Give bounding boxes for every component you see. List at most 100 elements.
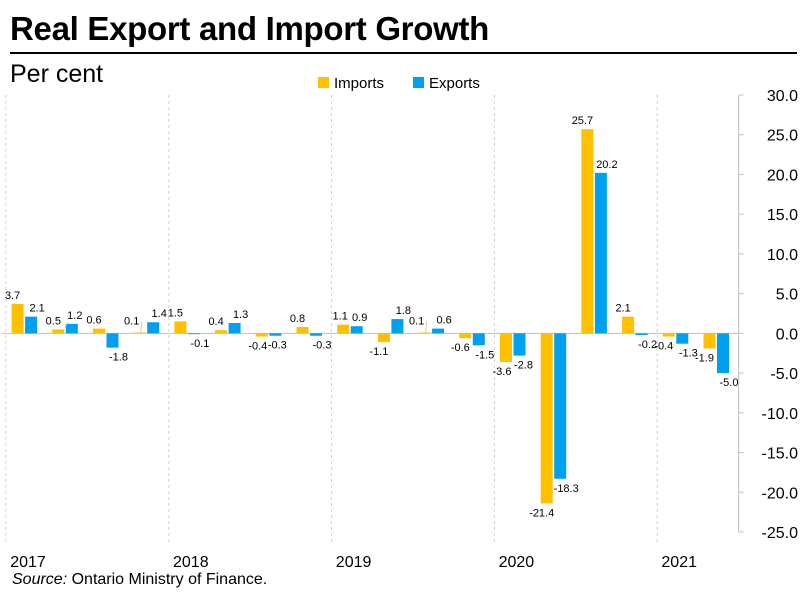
leader-line <box>140 321 143 333</box>
exports-data-label: -18.3 <box>554 483 579 495</box>
y-tick-label: 25.0 <box>767 128 798 145</box>
legend: Imports Exports <box>318 75 480 92</box>
imports-bar <box>174 321 187 334</box>
x-year-label: 2021 <box>661 554 697 571</box>
imports-bar <box>93 328 105 334</box>
exports-bar <box>391 319 404 334</box>
exports-bar <box>228 323 241 334</box>
exports-data-label: -2.8 <box>514 360 533 372</box>
exports-data-label: -0.3 <box>313 340 332 352</box>
imports-bar <box>11 303 24 334</box>
y-tick-label: 5.0 <box>776 287 798 304</box>
y-tick-label: 15.0 <box>767 207 798 224</box>
x-year-label: 2020 <box>499 554 535 571</box>
exports-bar <box>25 316 38 334</box>
imports-data-label: -1.1 <box>369 346 388 358</box>
source-note: Source: Ontario Ministry of Finance. <box>12 571 267 589</box>
exports-data-label: -0.3 <box>268 340 287 352</box>
imports-bar <box>337 324 350 334</box>
y-tick-label: 20.0 <box>767 167 798 184</box>
imports-bar <box>296 327 309 334</box>
leader-line <box>64 322 69 329</box>
x-year-label: 2017 <box>10 554 46 571</box>
exports-bar <box>65 323 78 334</box>
exports-bar <box>310 333 322 336</box>
imports-data-label: 0.4 <box>208 316 223 328</box>
exports-bar <box>432 328 445 334</box>
imports-legend-swatch <box>318 77 329 88</box>
imports-data-label: -1.9 <box>695 352 714 364</box>
imports-data-label: -0.4 <box>654 341 673 353</box>
y-tick-label: -10.0 <box>762 406 799 423</box>
title-rule <box>10 52 797 54</box>
exports-bar <box>106 333 119 348</box>
imports-data-label: -0.4 <box>248 341 267 353</box>
imports-data-label: -0.6 <box>451 342 470 354</box>
year-gridlines <box>5 95 658 542</box>
exports-bar <box>717 333 729 374</box>
exports-data-label: -1.8 <box>109 352 128 364</box>
exports-bar <box>350 326 363 334</box>
imports-bar <box>52 329 65 334</box>
imports-data-label: 25.7 <box>572 115 593 127</box>
exports-bar <box>472 333 485 346</box>
exports-data-label: 0.9 <box>352 312 367 324</box>
exports-bar <box>554 333 567 479</box>
x-year-label: 2018 <box>173 554 209 571</box>
imports-bar <box>703 333 716 349</box>
exports-data-label: 1.3 <box>233 309 248 321</box>
imports-data-label: 3.7 <box>5 290 20 302</box>
exports-bar <box>187 333 200 335</box>
exports-bar <box>594 172 607 334</box>
x-axis-year-labels: 2017 2018 2019 2020 2021 <box>10 554 697 571</box>
bars <box>11 129 729 504</box>
imports-data-label: 1.1 <box>333 311 348 323</box>
imports-bar <box>622 316 635 334</box>
exports-legend-swatch <box>413 77 424 88</box>
exports-data-label: 2.1 <box>29 303 44 315</box>
chart-title: Real Export and Import Growth <box>10 10 490 47</box>
imports-data-label: 0.6 <box>86 315 101 327</box>
y-axis-unit-label: Per cent <box>10 60 104 88</box>
source-text: Ontario Ministry of Finance. <box>71 571 268 588</box>
exports-data-label: -1.3 <box>679 348 698 360</box>
imports-bar <box>377 333 390 343</box>
exports-bar <box>676 333 689 344</box>
exports-bar <box>269 333 282 336</box>
exports-data-label: 1.2 <box>67 310 82 322</box>
exports-data-label: -5.0 <box>720 377 739 389</box>
imports-data-label: 1.5 <box>168 307 183 319</box>
data-labels: 3.72.10.5 1.2 0.6-1.80.11.4 1.5-0.10.41.3-0… <box>5 115 739 519</box>
imports-bar <box>215 330 228 334</box>
imports-data-label: -21.4 <box>529 507 554 519</box>
x-year-label: 2019 <box>336 554 372 571</box>
imports-data-label: 0.5 <box>46 315 61 327</box>
exports-data-label: -0.2 <box>638 339 657 351</box>
y-tick-label: 10.0 <box>767 247 798 264</box>
imports-data-label: 0.8 <box>290 313 305 325</box>
imports-data-label: -3.6 <box>493 366 512 378</box>
y-tick-label: -5.0 <box>770 366 798 383</box>
imports-bar <box>418 332 431 334</box>
imports-bar <box>540 333 553 504</box>
leader-lines <box>64 321 427 333</box>
imports-bar <box>581 129 594 334</box>
source-label: Source: <box>12 571 68 588</box>
exports-bar <box>147 322 160 334</box>
imports-legend-label: Imports <box>334 75 384 92</box>
y-tick-label: 30.0 <box>767 88 798 105</box>
leader-line <box>425 321 427 333</box>
y-tick-label: 0.0 <box>776 326 798 343</box>
y-tick-label: -15.0 <box>762 446 799 463</box>
imports-data-label: 0.1 <box>124 315 139 327</box>
imports-bar <box>459 333 472 339</box>
exports-legend-label: Exports <box>429 75 480 92</box>
exports-data-label: 1.4 <box>152 308 167 320</box>
exports-bar <box>635 333 648 335</box>
imports-bar <box>255 333 268 337</box>
imports-bar <box>500 333 512 362</box>
imports-data-label: 0.1 <box>409 315 424 327</box>
exports-data-label: -1.5 <box>475 349 494 361</box>
imports-data-label: 2.1 <box>615 303 630 315</box>
